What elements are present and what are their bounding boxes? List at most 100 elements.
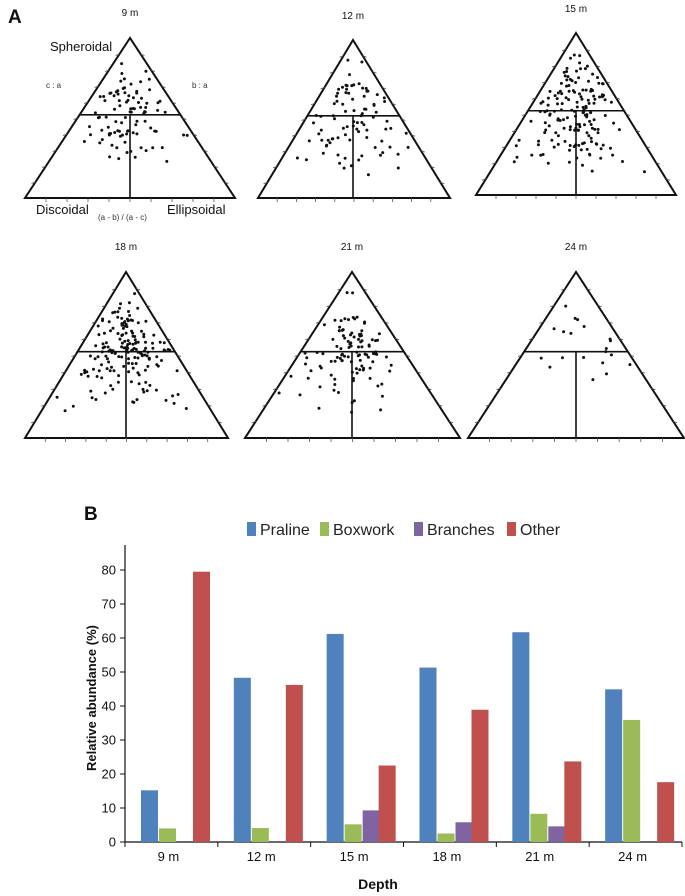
- ternary-point: [318, 364, 322, 368]
- ternary-plot: 21 m: [243, 242, 462, 442]
- ternary-tick: [517, 354, 523, 357]
- ternary-point: [107, 132, 111, 136]
- ternary-tick: [339, 55, 344, 58]
- ternary-point: [277, 391, 281, 395]
- ternary-point: [573, 316, 577, 320]
- ternary-point: [155, 355, 159, 359]
- ternary-point: [343, 133, 347, 137]
- ternary-point: [135, 91, 139, 95]
- ternary-tick: [586, 288, 591, 291]
- ternary-point: [131, 131, 135, 135]
- ternary-point: [552, 327, 556, 331]
- ternary-point: [354, 367, 358, 371]
- ternary-point: [562, 126, 566, 130]
- ternary-point: [512, 160, 516, 164]
- ternary-point: [572, 145, 576, 148]
- ternary-point: [562, 330, 566, 334]
- ternary-point: [182, 133, 186, 137]
- ternary-point: [347, 346, 351, 349]
- ternary-point: [106, 345, 110, 349]
- ternary-point: [317, 406, 321, 410]
- ternary-point: [582, 325, 586, 328]
- ternary-tick: [645, 146, 651, 149]
- ternary-point: [379, 153, 382, 157]
- ternary-point: [126, 98, 130, 102]
- ternary-point: [556, 142, 560, 146]
- ternary-point: [317, 132, 321, 136]
- ternary-point: [591, 378, 595, 382]
- ternary-point: [127, 94, 131, 98]
- ternary-tick: [528, 338, 533, 341]
- ternary-point: [102, 95, 106, 98]
- ternary-point: [368, 366, 372, 370]
- ternary-point: [352, 335, 356, 339]
- ternary-point: [373, 146, 377, 149]
- ternary-point: [136, 306, 140, 310]
- ternary-point: [341, 126, 345, 130]
- ternary-point: [185, 133, 189, 137]
- ternary-point: [543, 131, 547, 135]
- ternary-points: [512, 53, 646, 174]
- ternary-tick: [62, 133, 68, 136]
- ternary-point: [326, 138, 330, 142]
- ternary-point: [572, 109, 576, 113]
- ternary-point: [377, 332, 381, 336]
- ternary-point: [101, 342, 105, 346]
- ternary-point: [578, 61, 582, 65]
- ternary-point: [107, 320, 111, 324]
- ternary-point: [100, 138, 104, 142]
- ternary-point: [596, 127, 600, 131]
- ternary-point: [578, 92, 581, 96]
- ternary-point: [336, 91, 340, 95]
- ternary-ticks: [31, 53, 229, 202]
- ternary-point: [309, 369, 313, 373]
- ternary-point: [137, 101, 140, 104]
- ternary-point: [345, 291, 349, 295]
- ternary-point: [358, 358, 362, 362]
- ternary-point: [89, 389, 93, 393]
- ternary-point: [406, 145, 410, 149]
- ternary-point: [336, 153, 340, 157]
- ternary-point: [565, 116, 569, 120]
- ternary-point: [349, 164, 353, 168]
- legend-swatch-branches: [414, 522, 423, 536]
- ternary-point: [126, 350, 130, 354]
- ternary-tick: [595, 65, 601, 68]
- ternary-point: [371, 115, 375, 119]
- ternary-point: [583, 123, 586, 127]
- ternary-point: [547, 124, 551, 128]
- ternary-point: [100, 376, 104, 380]
- ternary-point: [351, 124, 355, 128]
- ternary-tick: [166, 338, 171, 341]
- ternary-point: [128, 110, 132, 114]
- ternary-point: [349, 360, 353, 364]
- ternary-tick: [207, 404, 212, 407]
- ternary-point: [55, 395, 59, 399]
- ternary-point: [360, 112, 364, 116]
- ternary-point: [355, 127, 359, 131]
- ternary-depth-label: 9 m: [122, 8, 139, 19]
- ternary-tick: [197, 387, 202, 391]
- ternary-point: [116, 89, 120, 93]
- ternary-depth-label: 24 m: [565, 242, 587, 253]
- ternary-point: [340, 353, 344, 357]
- ternary-point: [389, 363, 393, 367]
- ternary-tick: [411, 134, 416, 137]
- ternary-point: [380, 394, 384, 398]
- ternary-tick: [136, 288, 141, 291]
- ternary-point: [104, 341, 108, 345]
- y-axis-title: Relative abundance (%): [84, 625, 99, 771]
- ternary-point: [146, 350, 150, 354]
- ternary-point: [345, 84, 349, 88]
- ternary-point: [556, 91, 560, 95]
- ternary-tick: [301, 118, 306, 121]
- ternary-point: [129, 380, 133, 384]
- bar-boxwork-15m: [344, 824, 362, 842]
- ternary-point: [546, 96, 550, 100]
- ternary-point: [140, 354, 144, 358]
- ternary-tick: [91, 321, 96, 324]
- ternary-tick: [41, 165, 47, 168]
- ternary-point: [333, 383, 337, 386]
- ternary-point: [368, 376, 372, 380]
- ternary-point: [139, 80, 143, 84]
